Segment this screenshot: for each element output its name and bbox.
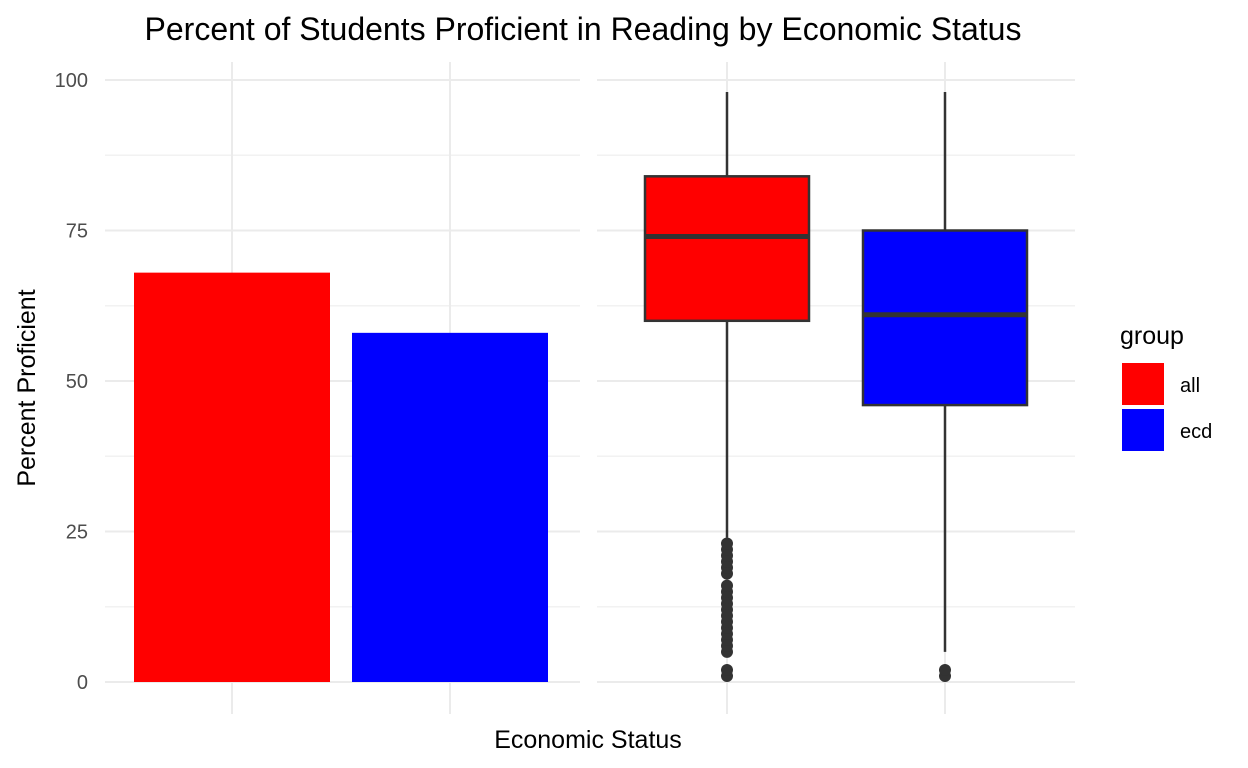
bar-all [134,272,330,682]
legend: group all ecd [1120,322,1212,451]
outlier-point-all [721,579,733,592]
boxplot-panel [597,62,1075,714]
y-tick-label: 50 [66,371,88,393]
legend-swatch-all [1122,363,1164,405]
y-axis-title: Percent Proficient [13,289,41,486]
x-axis-title: Economic Status [494,726,682,754]
y-tick-label: 100 [55,70,88,92]
bar-ecd [352,332,548,682]
chart-title: Percent of Students Proficient in Readin… [145,11,1022,47]
box-all [643,175,811,323]
outlier-point-all [721,663,733,676]
legend-label-all: all [1180,375,1200,397]
bar-panel [105,62,580,714]
y-tick-label: 25 [66,522,88,544]
legend-title: group [1120,322,1184,350]
y-axis-ticks: 0 25 50 75 100 [55,70,88,694]
y-tick-label: 75 [66,221,88,243]
legend-label-ecd: ecd [1180,421,1212,443]
outlier-point-all [721,537,733,550]
box-ecd [861,229,1029,407]
legend-swatch-ecd [1122,409,1164,451]
y-tick-label: 0 [77,672,88,694]
outlier-point-ecd [939,663,951,676]
